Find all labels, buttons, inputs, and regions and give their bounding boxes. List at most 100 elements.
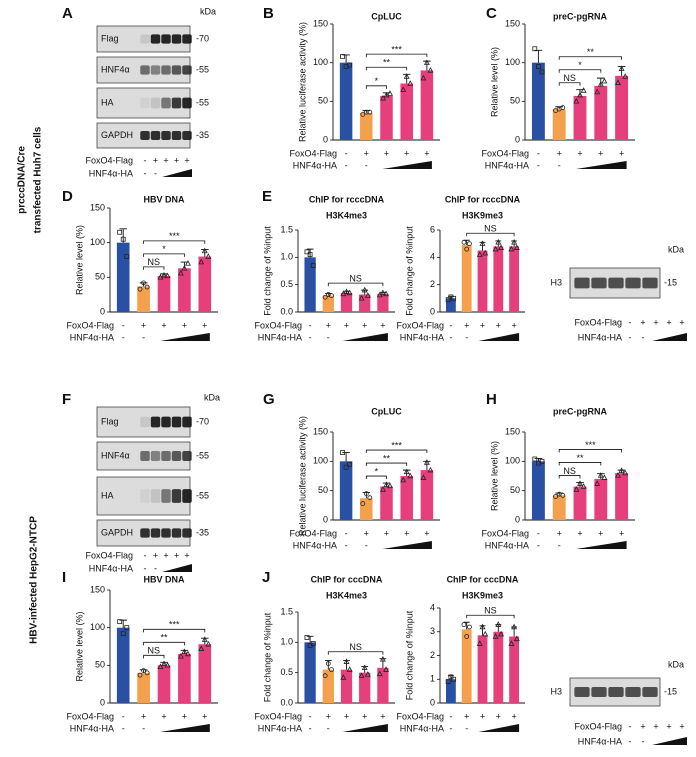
condition-sign: + xyxy=(640,317,645,327)
condition-name: HNF4α-HA xyxy=(578,332,622,342)
bar xyxy=(116,242,130,312)
significance-label: NS xyxy=(148,257,161,267)
bar xyxy=(360,112,373,140)
data-point xyxy=(181,264,188,271)
condition-sign: - xyxy=(629,317,632,327)
data-point xyxy=(492,633,499,639)
data-point xyxy=(124,254,130,259)
data-point xyxy=(615,79,621,85)
wedge xyxy=(382,541,432,549)
data-point xyxy=(310,641,316,646)
significance-bracket xyxy=(466,232,515,237)
data-point xyxy=(137,286,143,292)
data-point xyxy=(594,480,601,486)
condition-sign: + xyxy=(464,711,469,721)
wedge xyxy=(342,333,388,341)
data-point xyxy=(387,90,393,96)
blot-band xyxy=(140,416,150,428)
bar xyxy=(477,635,488,703)
bar xyxy=(198,644,212,703)
band-name: H3 xyxy=(550,277,562,287)
condition-sign: + xyxy=(326,711,331,721)
bar xyxy=(340,292,353,312)
data-point xyxy=(580,87,587,93)
data-point xyxy=(343,288,350,294)
condition-sign: - xyxy=(449,723,452,733)
bar xyxy=(340,669,353,703)
data-point xyxy=(361,664,368,671)
condition-sign: + xyxy=(653,317,658,327)
significance-label: * xyxy=(162,244,166,254)
blot-band xyxy=(140,34,150,44)
condition-sign: + xyxy=(480,711,485,721)
significance-label: NS xyxy=(148,646,161,656)
data-point xyxy=(577,91,583,98)
significance-label: *** xyxy=(585,440,596,450)
y-tick-label: 0.5 xyxy=(280,667,293,677)
data-point xyxy=(508,245,515,252)
y-axis-label: Fold change of %input xyxy=(404,610,414,700)
data-point xyxy=(358,672,365,678)
condition-sign: - xyxy=(122,332,125,342)
band-marker: -15 xyxy=(664,277,677,287)
condition-name: HNF4α-HA xyxy=(293,540,337,550)
data-point xyxy=(498,244,505,250)
wedge xyxy=(652,737,687,745)
data-point xyxy=(407,80,414,86)
y-tick-label: 0 xyxy=(515,134,520,144)
data-point xyxy=(310,263,316,268)
condition-sign: - xyxy=(122,320,125,330)
band-name: H3 xyxy=(550,686,562,696)
condition-sign: + xyxy=(577,528,582,538)
condition-sign: - xyxy=(345,528,348,538)
y-tick-label: 50 xyxy=(95,272,105,282)
condition-name: FoxO4-Flag xyxy=(574,317,622,327)
significance-bracket xyxy=(365,449,428,454)
condition-name: FoxO4-Flag xyxy=(289,528,337,538)
panel-letter: A xyxy=(62,5,73,22)
condition-sign: - xyxy=(558,540,561,550)
bar xyxy=(446,298,456,312)
condition-sign: + xyxy=(404,148,409,158)
condition-sign: - xyxy=(629,736,632,746)
data-point xyxy=(144,284,150,290)
condition-name: FoxO4-Flag xyxy=(85,155,133,165)
data-point xyxy=(464,246,470,252)
blot-band xyxy=(574,277,590,289)
data-point xyxy=(513,635,520,642)
significance-label: *** xyxy=(169,231,180,241)
condition-sign: - xyxy=(122,711,125,721)
blot-band xyxy=(171,489,182,503)
significance-label: NS xyxy=(563,73,576,83)
condition-sign: - xyxy=(345,540,348,550)
y-tick-label: 0 xyxy=(100,697,105,707)
y-tick-label: 50 xyxy=(95,660,105,670)
condition-sign: + xyxy=(640,721,645,731)
condition-sign: + xyxy=(202,320,207,330)
blot-band xyxy=(171,528,182,538)
bar xyxy=(477,250,488,312)
y-tick-label: 0 xyxy=(430,306,435,316)
band-marker: -55 xyxy=(196,450,209,460)
significance-label: * xyxy=(578,60,582,70)
data-point xyxy=(577,480,583,486)
condition-name: FoxO4-Flag xyxy=(254,320,302,330)
chart-title: HBV DNA xyxy=(143,574,185,584)
wedge xyxy=(382,161,432,169)
bar xyxy=(615,473,629,520)
y-axis-label: Relative level (%) xyxy=(74,611,84,681)
data-point xyxy=(618,65,625,72)
data-point xyxy=(117,229,123,235)
y-tick-label: 100 xyxy=(313,57,328,67)
bar xyxy=(380,95,393,140)
y-tick-label: 0 xyxy=(430,697,435,707)
blot-band xyxy=(140,65,150,75)
data-point xyxy=(479,240,486,246)
data-point xyxy=(383,290,390,297)
panel-letter: I xyxy=(62,569,66,586)
band-marker: -55 xyxy=(196,97,209,107)
chart-subtitle: H3K9me3 xyxy=(462,590,503,600)
kda-label: kDa xyxy=(204,392,220,402)
data-point xyxy=(451,676,457,682)
wedge xyxy=(478,724,520,732)
